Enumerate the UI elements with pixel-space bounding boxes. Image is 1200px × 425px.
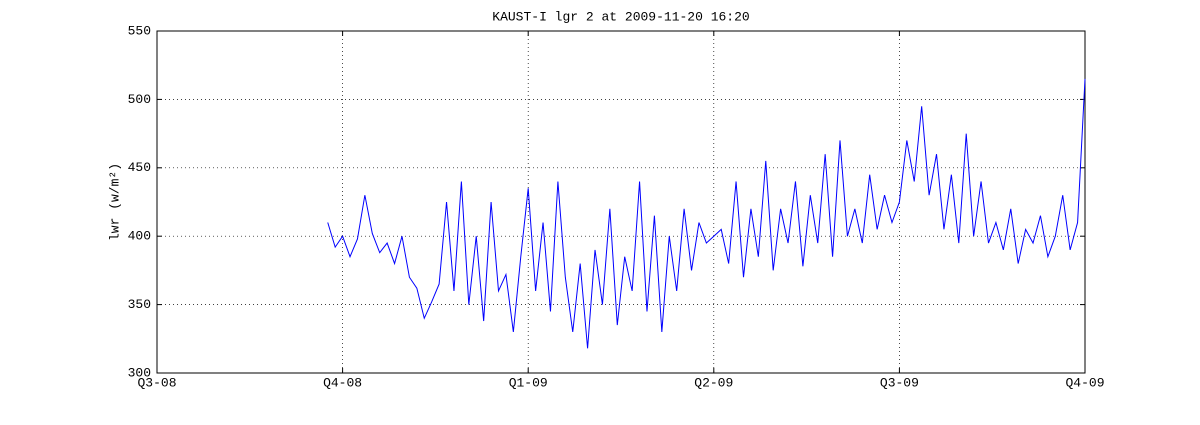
chart-title: KAUST-I lgr 2 at 2009-11-20 16:20: [492, 9, 749, 24]
y-tick-label: 350: [128, 297, 151, 312]
x-tick-label: Q3-09: [880, 375, 919, 390]
data-line: [327, 78, 1086, 349]
x-tick-label: Q3-08: [137, 375, 176, 390]
y-axis-label: lwr (w/m²): [107, 163, 122, 241]
y-tick-label: 550: [128, 23, 151, 38]
y-tick-label: 450: [128, 160, 151, 175]
x-tick-label: Q2-09: [694, 375, 733, 390]
plot-frame: [156, 30, 1086, 374]
x-tick-label: Q4-09: [1065, 375, 1104, 390]
x-tick-label: Q4-08: [323, 375, 362, 390]
y-tick-label: 400: [128, 229, 151, 244]
y-tick-label: 300: [128, 365, 151, 380]
x-tick-label: Q1-09: [509, 375, 548, 390]
y-tick-label: 500: [128, 92, 151, 107]
